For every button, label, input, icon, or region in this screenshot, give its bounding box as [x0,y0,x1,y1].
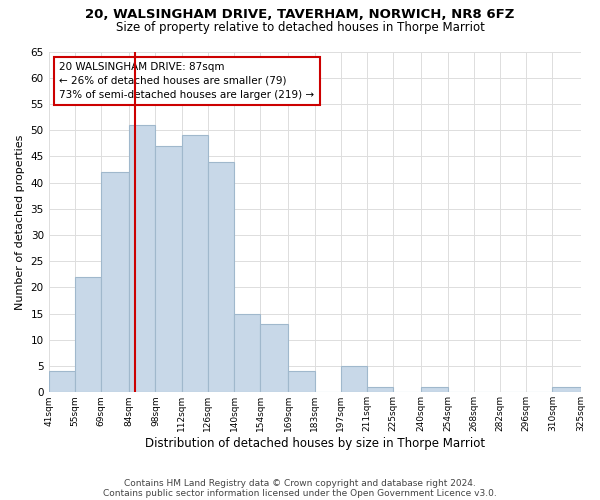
Text: Size of property relative to detached houses in Thorpe Marriot: Size of property relative to detached ho… [116,21,484,34]
Bar [234,314,260,392]
Bar [75,277,101,392]
Bar [341,366,367,392]
Bar [289,372,314,392]
Bar [129,125,155,392]
Bar [367,387,393,392]
Y-axis label: Number of detached properties: Number of detached properties [15,134,25,310]
X-axis label: Distribution of detached houses by size in Thorpe Marriot: Distribution of detached houses by size … [145,437,485,450]
Bar [155,146,182,392]
Bar [421,387,448,392]
Bar [182,136,208,392]
Text: Contains public sector information licensed under the Open Government Licence v3: Contains public sector information licen… [103,488,497,498]
Text: Contains HM Land Registry data © Crown copyright and database right 2024.: Contains HM Land Registry data © Crown c… [124,478,476,488]
Bar [49,372,75,392]
Text: 20, WALSINGHAM DRIVE, TAVERHAM, NORWICH, NR8 6FZ: 20, WALSINGHAM DRIVE, TAVERHAM, NORWICH,… [85,8,515,20]
Bar [260,324,289,392]
Bar [553,387,581,392]
Bar [208,162,234,392]
Bar [101,172,129,392]
Text: 20 WALSINGHAM DRIVE: 87sqm
← 26% of detached houses are smaller (79)
73% of semi: 20 WALSINGHAM DRIVE: 87sqm ← 26% of deta… [59,62,314,100]
